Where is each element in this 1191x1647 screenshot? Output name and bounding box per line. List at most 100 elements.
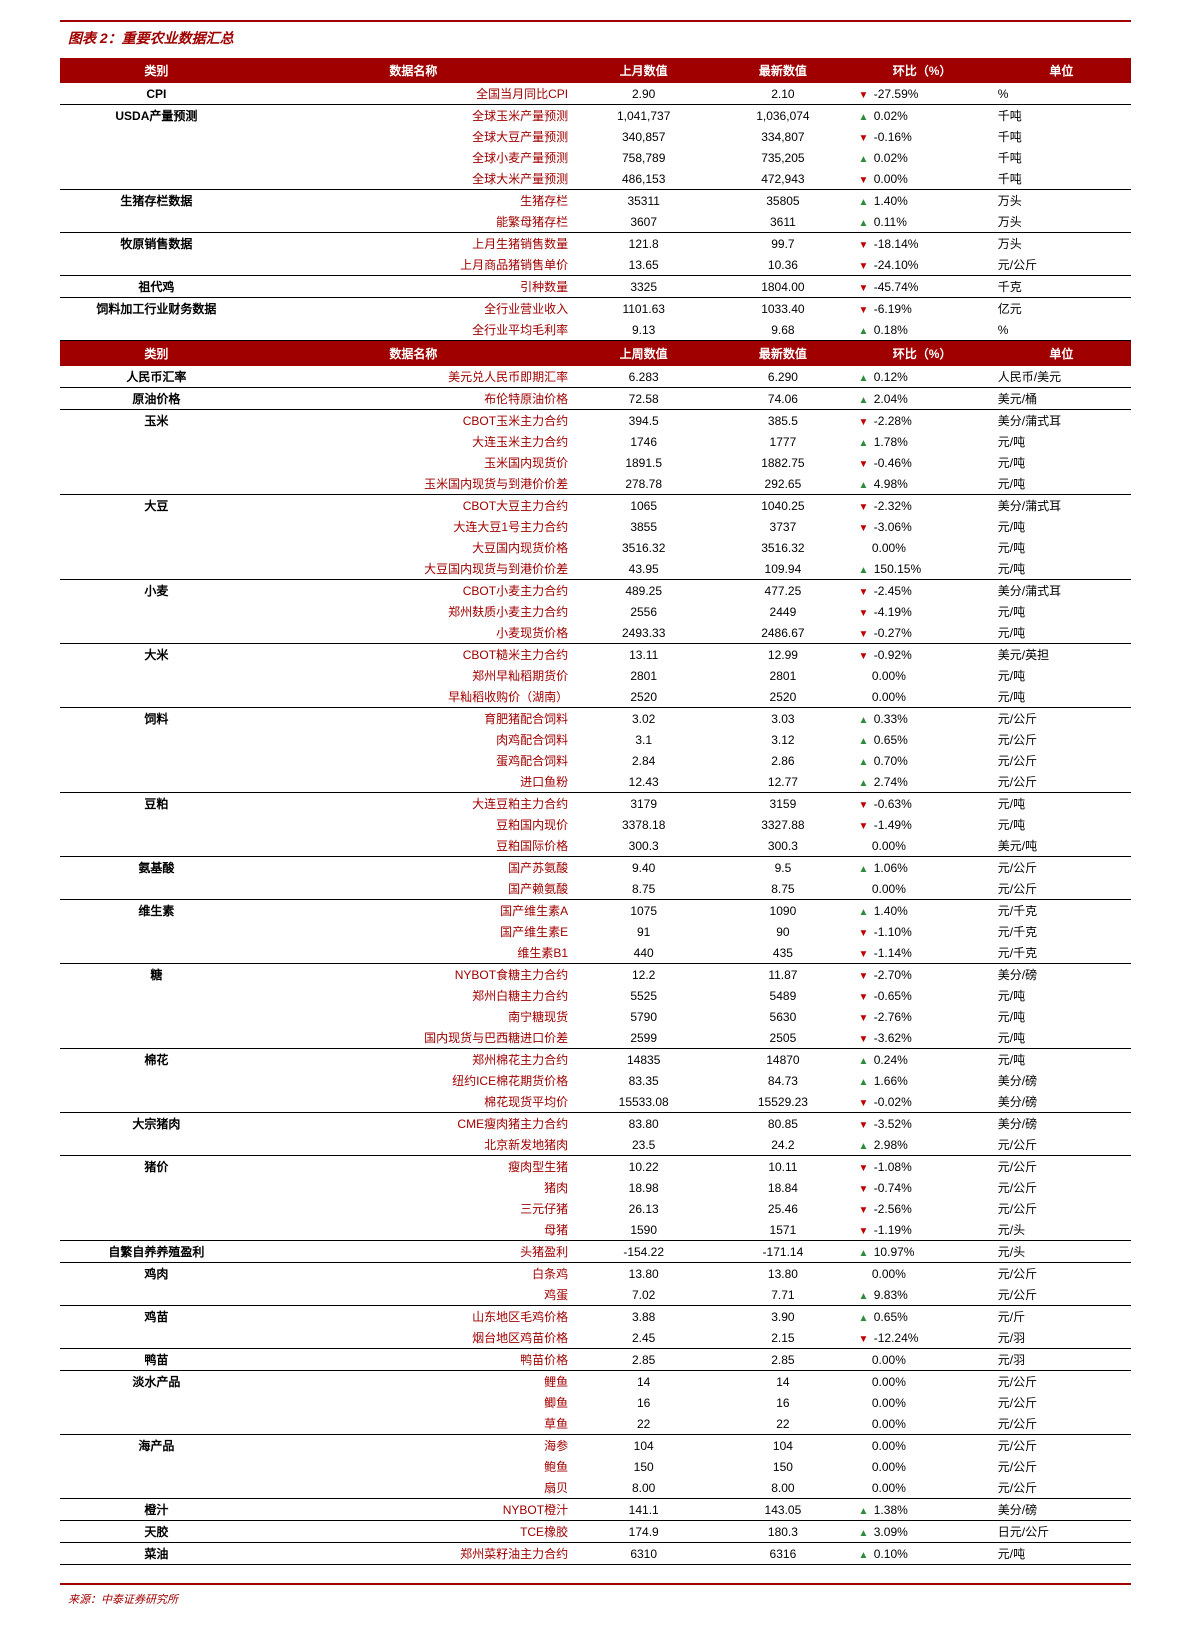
hdr-unit: 单位 <box>992 58 1131 83</box>
cell-new: 109.94 <box>713 558 852 580</box>
cell-unit: 元/羽 <box>992 1349 1131 1371</box>
cell-prev: 2599 <box>574 1027 713 1049</box>
cell-unit: 千克 <box>992 276 1131 298</box>
table-row: 郑州白糖主力合约 5525 5489 ▼ -0.65% 元/吨 <box>60 985 1131 1006</box>
cell-new: 1777 <box>713 431 852 452</box>
cell-new: 1804.00 <box>713 276 852 298</box>
cell-prev: 5790 <box>574 1006 713 1027</box>
cell-dataname: 鲍鱼 <box>253 1456 574 1477</box>
cell-prev: 1065 <box>574 495 713 517</box>
cell-category <box>60 537 253 558</box>
cell-change: ▼ -0.02% <box>853 1091 992 1113</box>
table-row: 饲料 育肥猪配合饲料 3.02 3.03 ▲ 0.33% 元/公斤 <box>60 708 1131 730</box>
cell-prev: 2556 <box>574 601 713 622</box>
cell-change: ▲ 9.83% <box>853 1284 992 1306</box>
down-icon: ▼ <box>859 90 869 101</box>
cell-category <box>60 1456 253 1477</box>
cell-new: 10.36 <box>713 254 852 276</box>
cell-unit: 千吨 <box>992 147 1131 168</box>
cell-dataname: 进口鱼粉 <box>253 771 574 793</box>
table-row: 小麦 CBOT小麦主力合约 489.25 477.25 ▼ -2.45% 美分/… <box>60 580 1131 602</box>
chart-title-bar: 图表 2：重要农业数据汇总 <box>60 20 1131 58</box>
cell-prev: 141.1 <box>574 1499 713 1521</box>
cell-dataname: 玉米国内现货价 <box>253 452 574 473</box>
cell-category <box>60 985 253 1006</box>
cell-new: 3737 <box>713 516 852 537</box>
cell-unit: 美分/磅 <box>992 1091 1131 1113</box>
cell-prev: 43.95 <box>574 558 713 580</box>
cell-change: ▼ -0.16% <box>853 126 992 147</box>
cell-category <box>60 319 253 341</box>
cell-dataname: 猪肉 <box>253 1177 574 1198</box>
cell-category <box>60 516 253 537</box>
cell-new: 8.75 <box>713 878 852 900</box>
cell-change: 0.00% <box>853 1456 992 1477</box>
table-row: 烟台地区鸡苗价格 2.45 2.15 ▼ -12.24% 元/羽 <box>60 1327 1131 1349</box>
cell-prev: 14 <box>574 1371 713 1393</box>
cell-unit: 元/公斤 <box>992 1156 1131 1178</box>
cell-dataname: 大豆国内现货价格 <box>253 537 574 558</box>
cell-prev: 2801 <box>574 665 713 686</box>
cell-dataname: 豆粕国内现价 <box>253 814 574 835</box>
table-row: 棉花 郑州棉花主力合约 14835 14870 ▲ 0.24% 元/吨 <box>60 1049 1131 1071</box>
table-row: 鸡肉 白条鸡 13.80 13.80 0.00% 元/公斤 <box>60 1263 1131 1285</box>
cell-new: 9.5 <box>713 857 852 879</box>
cell-dataname: 南宁糖现货 <box>253 1006 574 1027</box>
cell-new: 477.25 <box>713 580 852 602</box>
cell-change: ▲ 10.97% <box>853 1241 992 1263</box>
cell-category <box>60 452 253 473</box>
up-icon: ▲ <box>859 715 869 726</box>
cell-change: ▼ -0.27% <box>853 622 992 644</box>
cell-prev: 2.84 <box>574 750 713 771</box>
cell-prev: 758,789 <box>574 147 713 168</box>
cell-dataname: CME瘦肉猪主力合约 <box>253 1113 574 1135</box>
source-bar: 来源：中泰证券研究所 <box>60 1583 1131 1607</box>
cell-change: 0.00% <box>853 1413 992 1435</box>
cell-new: 80.85 <box>713 1113 852 1135</box>
table-row: 淡水产品 鲤鱼 14 14 0.00% 元/公斤 <box>60 1371 1131 1393</box>
cell-change: 0.00% <box>853 835 992 857</box>
cell-unit: 元/公斤 <box>992 708 1131 730</box>
cell-dataname: 小麦现货价格 <box>253 622 574 644</box>
cell-prev: 486,153 <box>574 168 713 190</box>
table-row: 全球小麦产量预测 758,789 735,205 ▲ 0.02% 千吨 <box>60 147 1131 168</box>
cell-change: ▲ 0.65% <box>853 1306 992 1328</box>
table-row: 小麦现货价格 2493.33 2486.67 ▼ -0.27% 元/吨 <box>60 622 1131 644</box>
table-row: 北京新发地猪肉 23.5 24.2 ▲ 2.98% 元/公斤 <box>60 1134 1131 1156</box>
cell-prev: 13.11 <box>574 644 713 666</box>
cell-new: 1882.75 <box>713 452 852 473</box>
cell-unit: 元/公斤 <box>992 1477 1131 1499</box>
cell-prev: 10.22 <box>574 1156 713 1178</box>
cell-unit: 元/公斤 <box>992 254 1131 276</box>
cell-category <box>60 168 253 190</box>
cell-new: 1090 <box>713 900 852 922</box>
cell-new: 150 <box>713 1456 852 1477</box>
cell-new: 1033.40 <box>713 298 852 320</box>
table-row: 豆粕国际价格 300.3 300.3 0.00% 美元/吨 <box>60 835 1131 857</box>
cell-category <box>60 771 253 793</box>
up-icon: ▲ <box>859 1141 869 1152</box>
table-row: 扇贝 8.00 8.00 0.00% 元/公斤 <box>60 1477 1131 1499</box>
up-icon: ▲ <box>859 1077 869 1088</box>
cell-unit: 元/公斤 <box>992 857 1131 879</box>
cell-dataname: 大连大豆1号主力合约 <box>253 516 574 537</box>
cell-category <box>60 1219 253 1241</box>
cell-category: 海产品 <box>60 1435 253 1457</box>
cell-new: 14 <box>713 1371 852 1393</box>
cell-dataname: 上月商品猪销售单价 <box>253 254 574 276</box>
cell-change: 0.00% <box>853 665 992 686</box>
cell-dataname: 国产苏氨酸 <box>253 857 574 879</box>
cell-change: ▼ -3.06% <box>853 516 992 537</box>
down-icon: ▼ <box>859 1098 869 1109</box>
cell-unit: 千吨 <box>992 168 1131 190</box>
cell-dataname: 育肥猪配合饲料 <box>253 708 574 730</box>
cell-prev: 278.78 <box>574 473 713 495</box>
cell-dataname: 全球大豆产量预测 <box>253 126 574 147</box>
cell-unit: 美分/磅 <box>992 1070 1131 1091</box>
cell-unit: 元/公斤 <box>992 1435 1131 1457</box>
cell-category <box>60 729 253 750</box>
cell-dataname: 三元仔猪 <box>253 1198 574 1219</box>
cell-category: 豆粕 <box>60 793 253 815</box>
cell-prev: 26.13 <box>574 1198 713 1219</box>
cell-change: ▲ 2.04% <box>853 388 992 410</box>
